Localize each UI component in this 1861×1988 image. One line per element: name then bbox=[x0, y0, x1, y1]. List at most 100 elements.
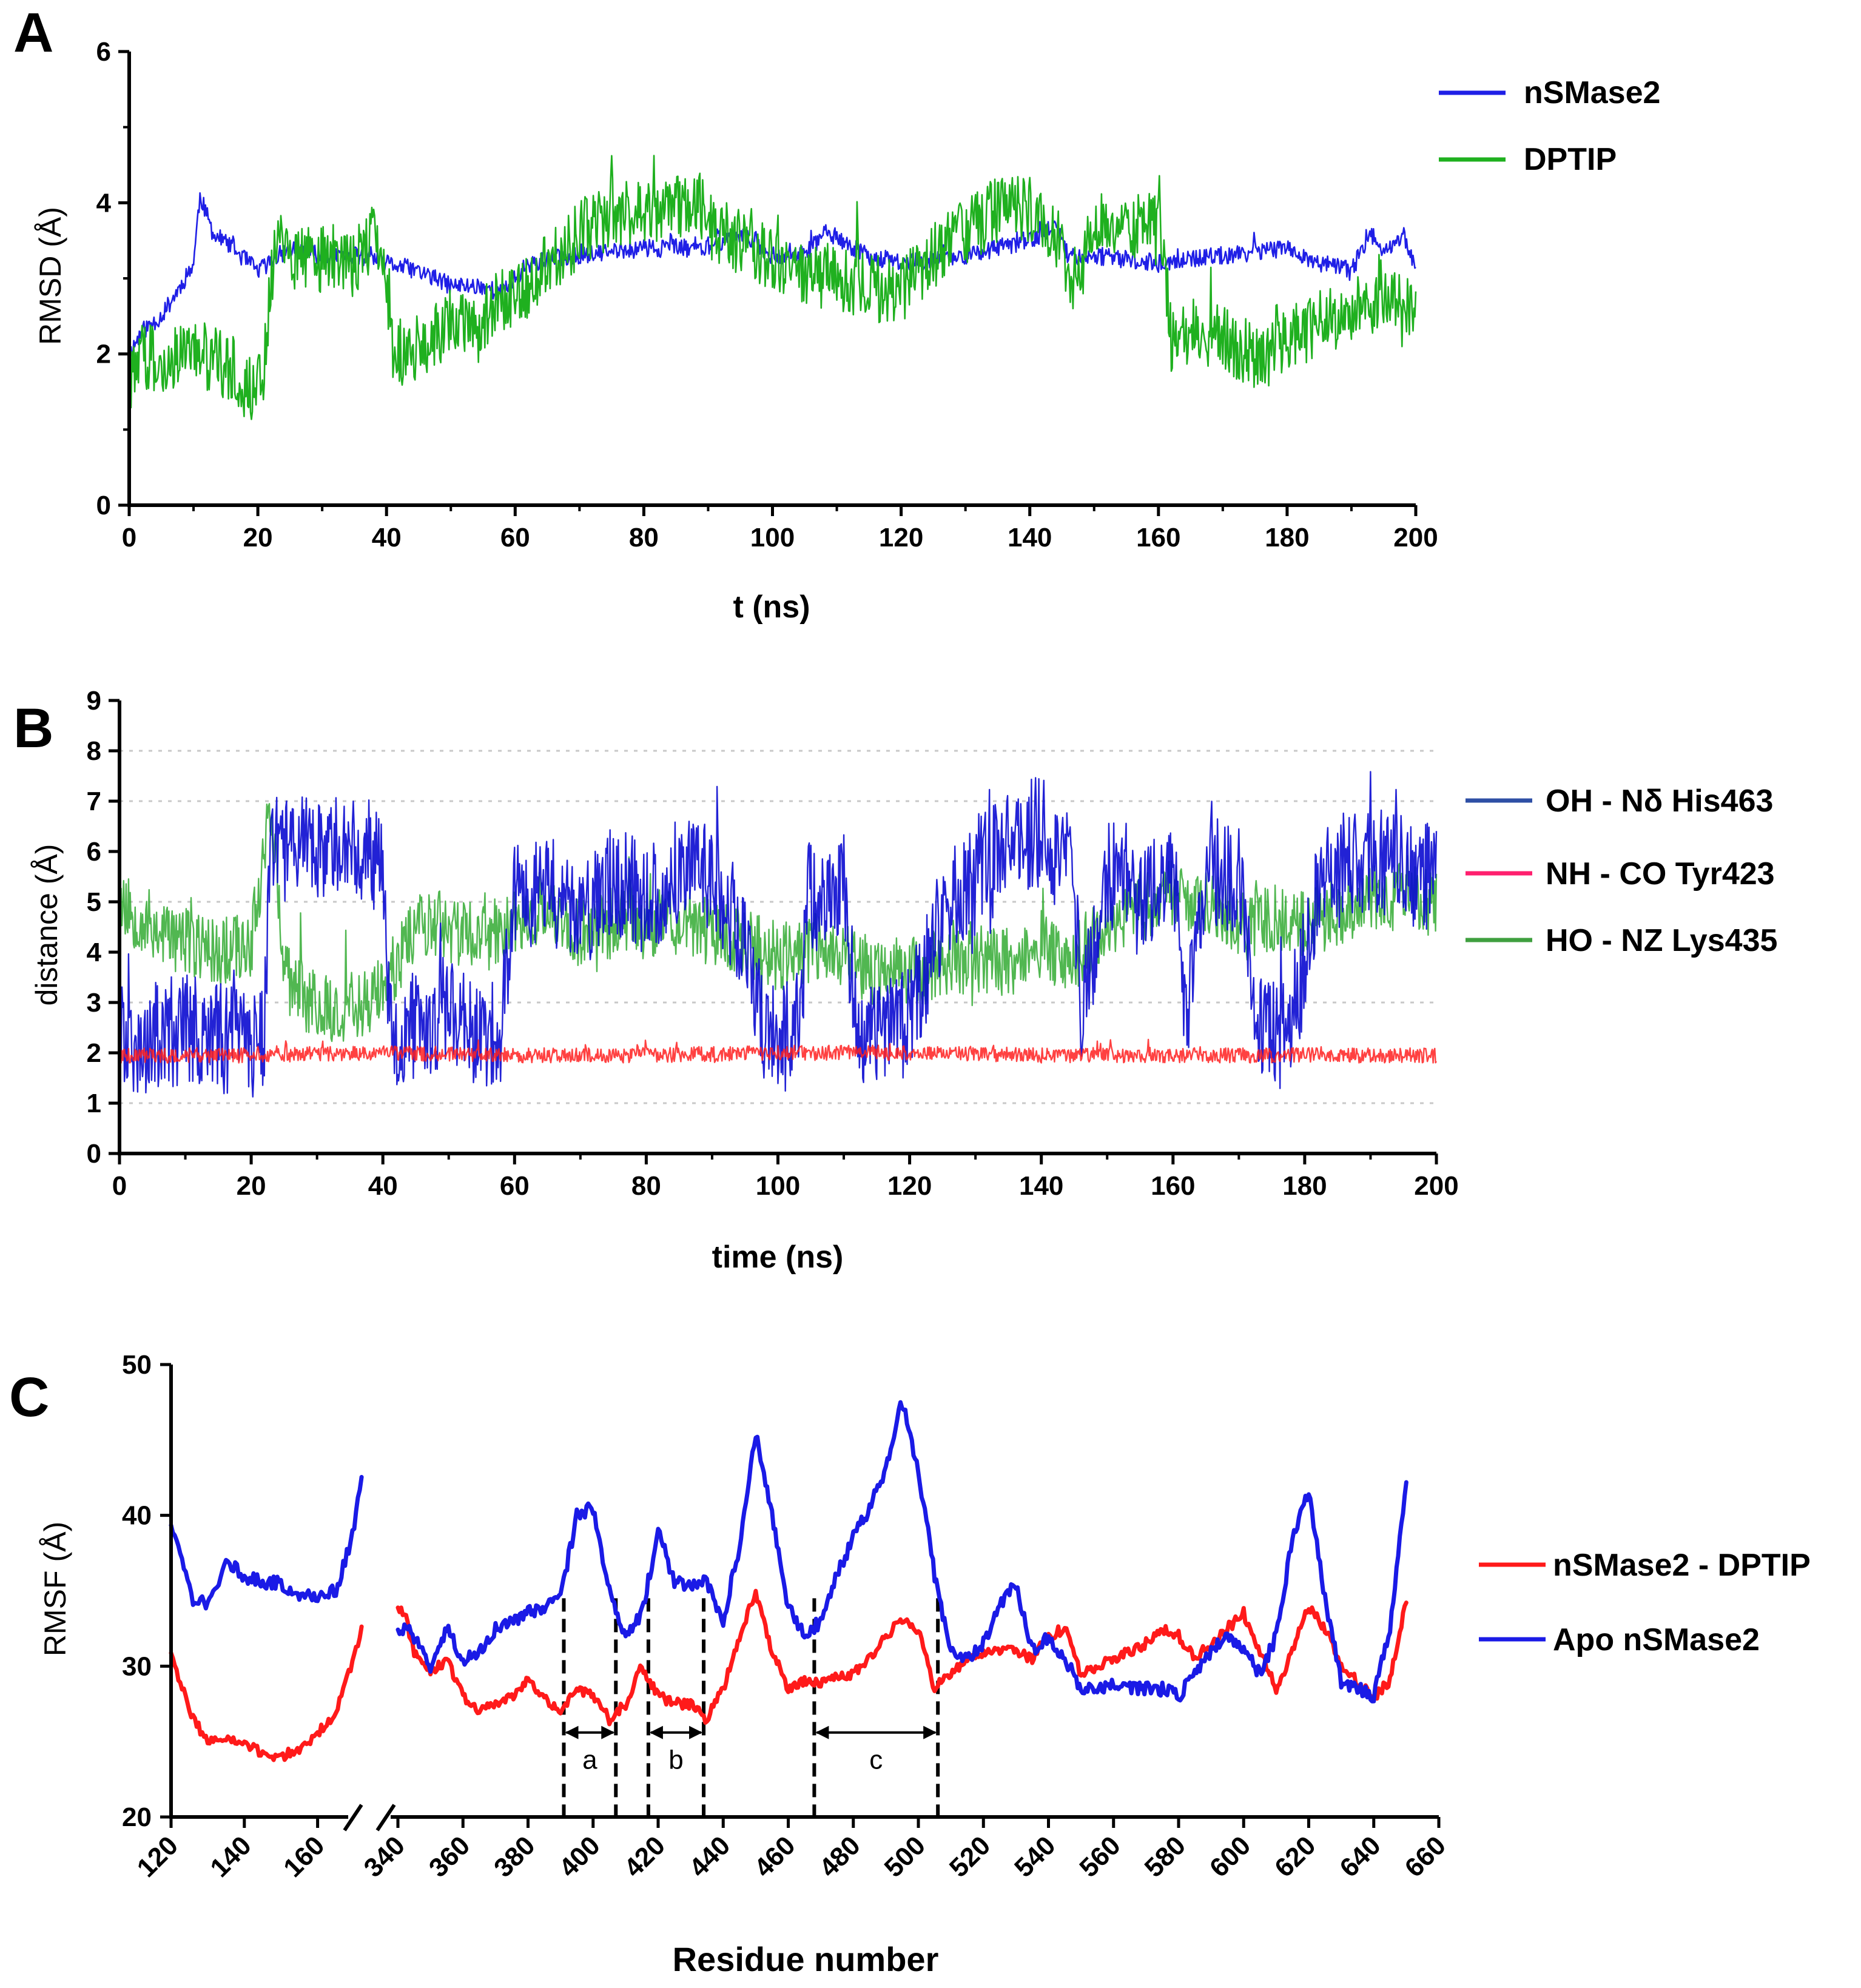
panel-c-x-tick-label: 480 bbox=[813, 1830, 866, 1883]
panel-b-x-tick-label: 200 bbox=[1414, 1171, 1458, 1201]
panel-c-x-tick-label: 500 bbox=[879, 1830, 932, 1883]
panel-c-x-tick-label: 640 bbox=[1334, 1830, 1387, 1883]
panel-a-x-tick-label: 100 bbox=[750, 523, 795, 552]
panel-b-x-tick-label: 20 bbox=[237, 1171, 266, 1201]
panel-b-x-tick-label: 120 bbox=[887, 1171, 932, 1201]
panel-b-y-tick-label: 7 bbox=[87, 787, 101, 816]
panel-b-y-tick-label: 9 bbox=[87, 686, 101, 716]
panel-c-series-apo-nsmase2-segment-1 bbox=[169, 1475, 364, 1611]
panel-c-y-tick-label: 20 bbox=[122, 1802, 152, 1832]
panel-a-series-dptip bbox=[128, 155, 1417, 452]
panel-b-y-tick-label: 0 bbox=[87, 1139, 101, 1169]
panel-a-y-tick-label: 6 bbox=[96, 37, 111, 67]
panel-c-legend: nSMase2 - DPTIP Apo nSMase2 bbox=[1479, 1548, 1811, 1657]
panel-a-legend-label-nsmase2: nSMase2 bbox=[1524, 75, 1660, 110]
panel-b-series-ho-nz-lys435 bbox=[118, 802, 1438, 1043]
panel-c-x-tick-label: 580 bbox=[1139, 1830, 1192, 1883]
panel-c-series bbox=[169, 1400, 1408, 1762]
panel-c-x-tick-label: 400 bbox=[553, 1830, 606, 1883]
panel-a-x-tick-label: 160 bbox=[1136, 523, 1180, 552]
panel-a-x-tick-label: 20 bbox=[243, 523, 273, 552]
panel-a-x-tick-label: 40 bbox=[372, 523, 402, 552]
panel-b-y-tick-label: 2 bbox=[87, 1038, 101, 1068]
panel-a-x-tick-label: 200 bbox=[1393, 523, 1438, 552]
panel-c-x-tick-label: 660 bbox=[1399, 1830, 1452, 1883]
panel-c-x-tick-label: 520 bbox=[944, 1830, 997, 1883]
panel-c-x-tick-label: 560 bbox=[1074, 1830, 1126, 1883]
panel-a: A 0 20 40 60 80 100 120 140 160 180 200 0 2 4 6 RMSD (… bbox=[13, 2, 1660, 625]
panel-c-legend-label-complex: nSMase2 - DPTIP bbox=[1553, 1548, 1811, 1583]
panel-a-y-tick-label: 0 bbox=[96, 491, 111, 520]
panel-a-y-tick-label: 4 bbox=[96, 188, 112, 218]
panel-b-label: B bbox=[13, 697, 53, 759]
annotation-b-arrowhead-left bbox=[649, 1725, 663, 1739]
panel-b-series bbox=[118, 771, 1438, 1098]
panel-c-x-tick-label: 420 bbox=[619, 1830, 671, 1883]
panel-c-ticks: 120 140 160 340 360 380 400 420 440 460 480 500 520 5… bbox=[122, 1350, 1452, 1883]
panel-b-y-tick-label: 3 bbox=[87, 988, 101, 1018]
panel-b-legend-label-tyr423: NH - CO Tyr423 bbox=[1546, 856, 1775, 892]
panel-c-legend-label-apo: Apo nSMase2 bbox=[1553, 1622, 1760, 1657]
annotation-b-label: b bbox=[668, 1745, 683, 1775]
panel-a-series bbox=[128, 155, 1417, 452]
panel-a-x-tick-label: 60 bbox=[500, 523, 530, 552]
panel-b-x-tick-label: 60 bbox=[500, 1171, 530, 1201]
panel-a-y-tick-label: 2 bbox=[96, 340, 111, 369]
panel-c-ylabel: RMSF (Å) bbox=[38, 1522, 72, 1656]
panel-b-ylabel: distance (Å) bbox=[30, 844, 64, 1006]
panel-c-y-tick-label: 30 bbox=[122, 1651, 152, 1681]
panel-c-y-tick-label: 50 bbox=[122, 1350, 152, 1380]
annotation-b-arrowhead-right bbox=[689, 1725, 703, 1739]
panel-a-x-tick-label: 140 bbox=[1008, 523, 1052, 552]
panel-c-axis-break bbox=[343, 1804, 396, 1832]
panel-c: C 120 140 160 340 360 380 400 420 440 460 480 500 52… bbox=[9, 1350, 1811, 1978]
panel-b-x-tick-label: 160 bbox=[1151, 1171, 1195, 1201]
panel-b-x-tick-label: 0 bbox=[112, 1171, 127, 1201]
panel-c-x-tick-label: 360 bbox=[423, 1830, 476, 1883]
panel-a-x-tick-label: 180 bbox=[1265, 523, 1309, 552]
annotation-c-arrowhead-right bbox=[923, 1725, 937, 1739]
panel-b-y-tick-label: 5 bbox=[87, 887, 101, 917]
annotation-c-arrowhead-left bbox=[815, 1725, 829, 1739]
panel-b-series-nh-co-tyr423 bbox=[118, 1038, 1438, 1064]
panel-c-x-tick-label: 380 bbox=[488, 1830, 541, 1883]
panel-b-x-tick-label: 100 bbox=[756, 1171, 800, 1201]
panel-a-label: A bbox=[13, 2, 53, 64]
panel-c-y-tick-label: 40 bbox=[122, 1501, 152, 1531]
panel-b-legend: OH - Nδ His463 NH - CO Tyr423 HO - NZ Ly… bbox=[1466, 784, 1777, 958]
panel-c-series-apo-nsmase2-segment-2 bbox=[395, 1400, 1408, 1704]
panel-b-x-tick-label: 180 bbox=[1282, 1171, 1327, 1201]
panel-a-xlabel: t (ns) bbox=[733, 589, 810, 625]
panel-a-x-tick-label: 80 bbox=[629, 523, 659, 552]
panel-c-x-tick-label: 160 bbox=[278, 1830, 331, 1883]
panel-c-x-tick-label: 340 bbox=[358, 1830, 411, 1883]
panel-c-x-tick-label: 140 bbox=[204, 1830, 257, 1883]
panel-b-x-tick-label: 80 bbox=[631, 1171, 661, 1201]
panel-c-x-tick-label: 600 bbox=[1204, 1830, 1257, 1883]
panel-c-x-tick-label: 620 bbox=[1269, 1830, 1322, 1883]
panel-a-x-tick-label: 0 bbox=[122, 523, 136, 552]
panel-c-label: C bbox=[9, 1366, 49, 1428]
panel-a-legend: nSMase2 DPTIP bbox=[1439, 75, 1660, 177]
annotation-c-label: c bbox=[869, 1745, 883, 1775]
panel-b-y-tick-label: 8 bbox=[87, 736, 101, 766]
panel-b-xlabel: time (ns) bbox=[712, 1240, 844, 1275]
panel-b-x-tick-label: 140 bbox=[1019, 1171, 1063, 1201]
panel-b-ticks: 0 20 40 60 80 100 120 140 160 180 200 0 1 2 3 4 5 6 7 8 9 bbox=[87, 686, 1459, 1201]
panel-b-y-tick-label: 6 bbox=[87, 837, 101, 867]
panel-b: B 0 20 40 60 80 100 120 140 160 180 2000123456789 … bbox=[13, 686, 1777, 1275]
panel-b-series-oh-n-his463 bbox=[118, 771, 1438, 1098]
annotation-a-arrowhead-left bbox=[565, 1725, 579, 1739]
panel-c-x-tick-label: 440 bbox=[684, 1830, 736, 1883]
panel-b-x-tick-label: 40 bbox=[368, 1171, 398, 1201]
panel-b-y-tick-label: 1 bbox=[87, 1089, 101, 1118]
panel-a-legend-label-dptip: DPTIP bbox=[1524, 142, 1617, 177]
panel-c-series-nsmase2-dptip-segment-2 bbox=[395, 1588, 1408, 1727]
annotation-a-label: a bbox=[582, 1745, 597, 1775]
panel-a-x-tick-label: 120 bbox=[879, 523, 923, 552]
panel-b-legend-label-lys435: HO - NZ Lys435 bbox=[1546, 923, 1777, 958]
panel-c-x-tick-label: 120 bbox=[132, 1830, 184, 1883]
panel-b-y-tick-label: 4 bbox=[87, 938, 102, 967]
panel-c-xlabel: Residue number bbox=[673, 1940, 939, 1978]
panel-b-legend-label-his463: OH - Nδ His463 bbox=[1546, 784, 1773, 819]
